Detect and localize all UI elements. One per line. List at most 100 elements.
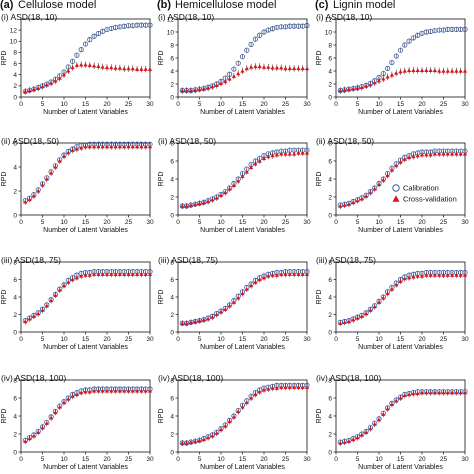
cross-validation-point	[49, 298, 54, 303]
cross-validation-point	[389, 287, 394, 291]
cross-validation-point	[351, 437, 356, 442]
cross-validation-point	[266, 154, 271, 159]
x-tick-label: 5	[41, 101, 45, 108]
cross-validation-point	[74, 275, 79, 280]
cross-validation-point	[428, 273, 433, 277]
x-tick-label: 30	[146, 456, 154, 463]
x-tick-label: 10	[375, 101, 383, 108]
cross-validation-point	[376, 417, 382, 422]
x-tick-label: 30	[303, 336, 311, 343]
cross-validation-point	[283, 66, 288, 71]
cross-validation-point	[454, 390, 459, 395]
cross-validation-point	[381, 412, 386, 416]
cross-validation-point	[270, 273, 275, 277]
cross-validation-point	[180, 321, 185, 325]
cross-validation-point	[66, 396, 71, 401]
cross-validation-point	[458, 151, 463, 156]
cross-validation-point	[359, 432, 364, 437]
cross-validation-point	[23, 89, 28, 94]
cross-validation-point	[197, 201, 202, 205]
cross-validation-point	[296, 150, 301, 155]
cross-validation-point	[389, 167, 394, 172]
x-tick-label: 20	[260, 456, 268, 463]
y-tick-label: 4	[13, 294, 17, 301]
y-tick-label: 6	[170, 158, 174, 165]
cross-validation-point	[109, 144, 114, 149]
y-tick-label: 8	[13, 259, 17, 266]
chart-panel: 0 5 10 15 20 25 30 0 2 4 6 8 Number of Latent Variab…	[316, 255, 469, 351]
cross-validation-point	[135, 144, 140, 149]
cross-validation-point	[394, 398, 399, 403]
cross-validation-point	[462, 390, 468, 395]
cross-validation-point	[458, 68, 463, 73]
cross-validation-point	[437, 151, 442, 156]
cross-validation-point	[36, 188, 41, 193]
x-tick-label: 30	[461, 219, 469, 226]
chart-panel: 0 5 10 15 20 25 30 0 2 4 6 8 Number of Latent Variab…	[158, 373, 311, 471]
x-tick-label: 15	[239, 336, 247, 343]
cross-validation-point	[147, 272, 153, 276]
cross-validation-point	[236, 409, 241, 414]
cross-validation-point	[66, 280, 71, 284]
cross-validation-point	[122, 272, 127, 276]
y-tick-label: 4	[13, 72, 17, 79]
cross-validation-point	[180, 88, 185, 93]
cross-validation-point	[210, 84, 215, 89]
x-tick-label: 20	[260, 219, 268, 226]
cross-validation-point	[342, 440, 347, 444]
calibration-point	[227, 71, 233, 77]
cross-validation-point	[279, 272, 284, 276]
y-tick-label: 8	[13, 50, 17, 57]
y-tick-label: 6	[170, 277, 174, 284]
y-axis-label: RPD	[1, 290, 8, 305]
cross-validation-point	[428, 390, 433, 395]
y-axis-label: RPD	[316, 290, 323, 305]
cross-validation-point	[244, 287, 249, 291]
calibration-point	[87, 37, 93, 43]
x-tick-label: 20	[103, 456, 111, 463]
cross-validation-point	[57, 404, 62, 409]
y-axis-label: RPD	[158, 409, 165, 424]
cross-validation-point	[223, 423, 228, 428]
cross-validation-point	[244, 400, 249, 405]
cross-validation-point	[450, 151, 455, 156]
cross-validation-point	[214, 431, 219, 435]
cross-validation-point	[411, 68, 416, 73]
cross-validation-point	[87, 144, 92, 149]
x-tick-label: 30	[146, 336, 154, 343]
cross-validation-point	[372, 304, 377, 309]
cross-validation-point	[274, 386, 279, 390]
cross-validation-point	[236, 178, 241, 183]
chart-panel: 0 5 10 15 20 25 30 0 2 4 6 8 Number of Latent Variab…	[316, 136, 469, 234]
cross-validation-point	[61, 283, 67, 288]
cross-validation-point	[292, 66, 297, 71]
cross-validation-point	[227, 186, 232, 191]
cross-validation-point	[292, 272, 297, 276]
cross-validation-point	[419, 152, 425, 157]
cross-validation-point	[23, 199, 28, 204]
x-tick-label: 0	[334, 101, 338, 108]
y-tick-label: 6	[328, 158, 332, 165]
y-tick-label: 0	[13, 94, 17, 101]
x-tick-label: 20	[418, 456, 426, 463]
cross-validation-point	[300, 272, 305, 276]
calibration-point	[393, 53, 399, 59]
x-tick-label: 5	[198, 101, 202, 108]
cross-validation-point	[402, 393, 407, 397]
y-tick-label: 4	[170, 68, 174, 75]
cross-validation-point	[197, 438, 202, 442]
cross-validation-point	[428, 68, 433, 73]
cross-validation-point	[249, 165, 254, 169]
cross-validation-point	[385, 74, 390, 79]
cross-validation-point	[432, 151, 437, 156]
y-tick-label: 8	[328, 42, 332, 49]
y-tick-label: 2	[13, 431, 17, 438]
x-tick-label: 30	[461, 456, 469, 463]
cross-validation-point	[126, 66, 131, 71]
cross-validation-point	[385, 173, 390, 178]
cross-validation-point	[368, 426, 373, 431]
cross-validation-point	[135, 272, 140, 276]
cross-validation-point	[249, 65, 254, 69]
x-tick-label: 25	[125, 101, 133, 108]
cross-validation-point	[394, 163, 399, 168]
